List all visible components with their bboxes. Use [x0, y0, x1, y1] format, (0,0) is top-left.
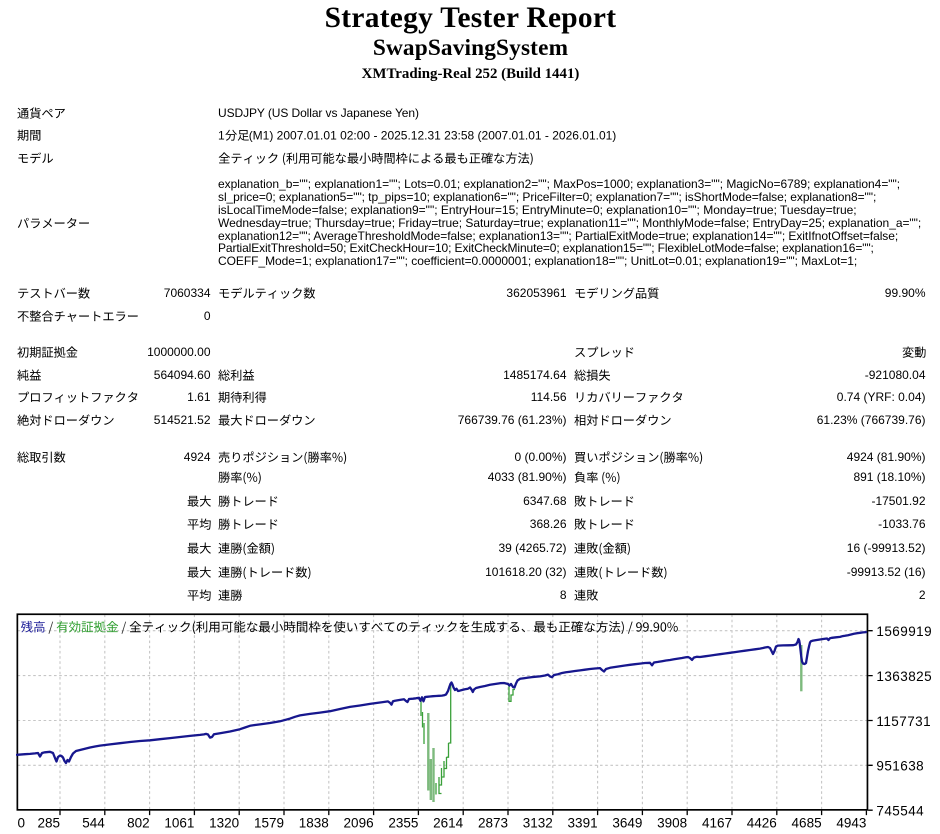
svg-text:285: 285 [37, 816, 60, 831]
svg-text:3391: 3391 [568, 816, 598, 831]
svg-text:1579: 1579 [254, 816, 284, 831]
svg-text:4943: 4943 [836, 816, 866, 831]
svg-text:4685: 4685 [792, 816, 822, 831]
svg-text:1320: 1320 [209, 816, 239, 831]
svg-text:3132: 3132 [523, 816, 553, 831]
svg-text:1061: 1061 [164, 816, 194, 831]
svg-text:802: 802 [127, 816, 150, 831]
svg-text:1569919: 1569919 [876, 624, 932, 639]
svg-text:3908: 3908 [657, 816, 687, 831]
svg-text:544: 544 [82, 816, 105, 831]
svg-text:2355: 2355 [388, 816, 418, 831]
svg-text:2873: 2873 [478, 816, 508, 831]
svg-text:2096: 2096 [344, 816, 374, 831]
svg-text:745544: 745544 [876, 804, 924, 819]
svg-text:2614: 2614 [433, 816, 464, 831]
svg-text:3649: 3649 [612, 816, 642, 831]
svg-text:4167: 4167 [702, 816, 732, 831]
svg-text:4426: 4426 [747, 816, 777, 831]
svg-text:951638: 951638 [876, 759, 924, 774]
svg-text:1363825: 1363825 [876, 669, 932, 684]
svg-text:0: 0 [18, 816, 26, 831]
svg-text:1157731: 1157731 [876, 714, 931, 729]
svg-text:1838: 1838 [299, 816, 329, 831]
